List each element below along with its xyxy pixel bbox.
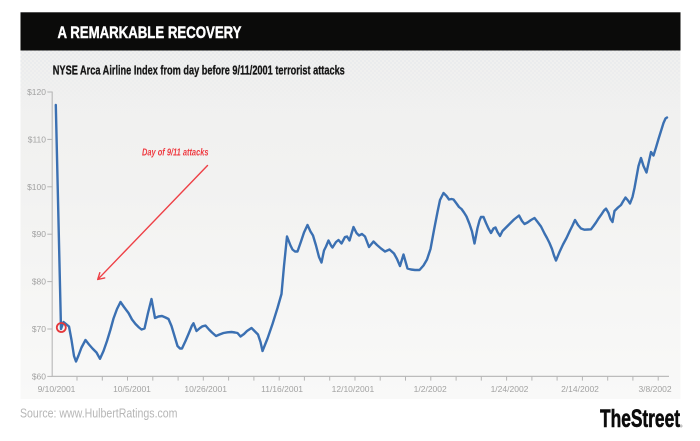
svg-text:$80: $80 xyxy=(32,277,46,287)
svg-text:$70: $70 xyxy=(32,324,46,334)
svg-text:11/16/2001: 11/16/2001 xyxy=(261,384,303,394)
svg-text:3/8/2002: 3/8/2002 xyxy=(638,384,671,394)
svg-text:1/24/2002: 1/24/2002 xyxy=(491,384,529,394)
svg-text:$120: $120 xyxy=(27,87,46,97)
svg-text:10/26/2001: 10/26/2001 xyxy=(184,384,227,394)
svg-text:TheStreet: TheStreet xyxy=(600,406,680,433)
svg-text:12/10/2001: 12/10/2001 xyxy=(332,384,375,394)
svg-text:Day of 9/11 attacks: Day of 9/11 attacks xyxy=(142,148,209,159)
svg-text:9/10/2001: 9/10/2001 xyxy=(38,384,76,394)
svg-text:$100: $100 xyxy=(27,182,46,192)
svg-text:$90: $90 xyxy=(32,229,46,239)
svg-text:10/5/2001: 10/5/2001 xyxy=(113,384,151,394)
svg-text:1/2/2002: 1/2/2002 xyxy=(414,384,447,394)
svg-text:$110: $110 xyxy=(28,134,47,144)
svg-text:2/14/2002: 2/14/2002 xyxy=(561,384,599,394)
svg-text:Source: www.HulbertRatings.com: Source: www.HulbertRatings.com xyxy=(20,406,178,421)
svg-text:$60: $60 xyxy=(32,371,46,381)
svg-text:®: ® xyxy=(680,423,683,428)
svg-text:A REMARKABLE RECOVERY: A REMARKABLE RECOVERY xyxy=(58,23,243,42)
svg-text:NYSE Arca Airline Index from d: NYSE Arca Airline Index from day before … xyxy=(53,63,345,78)
